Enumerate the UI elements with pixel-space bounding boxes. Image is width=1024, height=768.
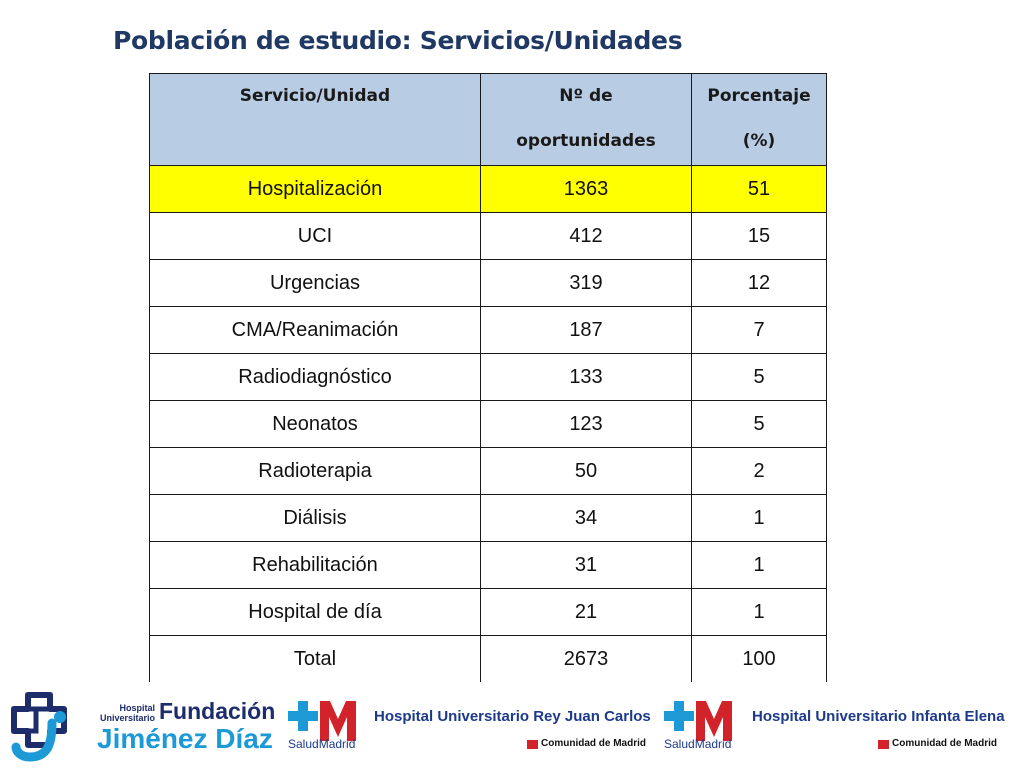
table-row: Urgencias 319 12 (149, 259, 827, 307)
footer-logos: Hospital Universitario Fundación Jiménez… (0, 683, 1024, 768)
table-row: Neonatos 123 5 (149, 400, 827, 448)
table-row: Diálisis 34 1 (149, 494, 827, 542)
cell-porcentaje: 12 (691, 259, 827, 307)
cell-porcentaje: 1 (691, 541, 827, 589)
cell-servicio: Hospitalización (149, 165, 481, 213)
header-oportunidades-line2: oportunidades (516, 131, 656, 151)
table-row: Rehabilitación 31 1 (149, 541, 827, 589)
table-header-row: Servicio/Unidad Nº de oportunidades Porc… (149, 73, 827, 166)
cell-oportunidades: 187 (480, 306, 692, 354)
cell-porcentaje: 1 (691, 588, 827, 636)
salud-madrid-icon (664, 701, 732, 741)
header-oportunidades: Nº de oportunidades (480, 73, 692, 166)
cell-oportunidades: 412 (480, 212, 692, 260)
cell-servicio: UCI (149, 212, 481, 260)
rey-juan-carlos-name: Hospital Universitario Rey Juan Carlos (374, 708, 651, 725)
cell-servicio: Diálisis (149, 494, 481, 542)
services-table: Servicio/Unidad Nº de oportunidades Porc… (149, 73, 827, 682)
cell-porcentaje: 100 (691, 635, 827, 682)
cell-servicio: Hospital de día (149, 588, 481, 636)
cell-servicio: CMA/Reanimación (149, 306, 481, 354)
header-oportunidades-line1: Nº de (559, 86, 613, 106)
cell-porcentaje: 51 (691, 165, 827, 213)
cell-porcentaje: 7 (691, 306, 827, 354)
cell-servicio: Radiodiagnóstico (149, 353, 481, 401)
salud-madrid-label: SaludMadrid (288, 737, 356, 751)
fjd-logo: Hospital Universitario Fundación Jiménez… (0, 683, 275, 768)
fjd-name-label: Jiménez Díaz (97, 723, 273, 754)
table-row: Hospitalización 1363 51 (149, 165, 827, 213)
cell-servicio: Total (149, 635, 481, 682)
table-row: Total 2673 100 (149, 635, 827, 682)
fjd-emblem-icon (11, 692, 67, 762)
infanta-elena-name: Hospital Universitario Infanta Elena (752, 708, 1005, 725)
madrid-flag-icon (878, 740, 889, 749)
fjd-hospital-label: Hospital (119, 703, 155, 713)
salud-madrid-label: SaludMadrid (664, 737, 732, 751)
salud-madrid-icon (288, 701, 356, 741)
infanta-elena-logo: SaludMadrid Hospital Universitario Infan… (660, 683, 1024, 768)
header-servicio-line1: Servicio/Unidad (239, 86, 391, 106)
cell-porcentaje: 15 (691, 212, 827, 260)
madrid-flag-icon (527, 740, 538, 749)
comunidad-madrid-label: Comunidad de Madrid (541, 738, 646, 749)
cell-oportunidades: 34 (480, 494, 692, 542)
table-row: UCI 412 15 (149, 212, 827, 260)
cell-servicio: Radioterapia (149, 447, 481, 495)
cell-oportunidades: 1363 (480, 165, 692, 213)
fjd-universitario-label: Universitario (99, 713, 155, 723)
cell-oportunidades: 31 (480, 541, 692, 589)
cell-porcentaje: 2 (691, 447, 827, 495)
cell-oportunidades: 123 (480, 400, 692, 448)
cell-servicio: Urgencias (149, 259, 481, 307)
header-porcentaje-line1: Porcentaje (707, 86, 811, 106)
comunidad-madrid-label: Comunidad de Madrid (892, 738, 997, 749)
rey-juan-carlos-logo: SaludMadrid Hospital Universitario Rey J… (282, 683, 652, 768)
header-servicio: Servicio/Unidad (149, 73, 481, 166)
cell-porcentaje: 1 (691, 494, 827, 542)
cell-oportunidades: 2673 (480, 635, 692, 682)
cell-oportunidades: 50 (480, 447, 692, 495)
table-row: CMA/Reanimación 187 7 (149, 306, 827, 354)
header-porcentaje: Porcentaje (%) (691, 73, 827, 166)
cell-servicio: Rehabilitación (149, 541, 481, 589)
table-row: Hospital de día 21 1 (149, 588, 827, 636)
header-porcentaje-line2: (%) (742, 131, 776, 151)
cell-oportunidades: 133 (480, 353, 692, 401)
fjd-fundacion-label: Fundación (159, 698, 276, 724)
cell-servicio: Neonatos (149, 400, 481, 448)
page-title: Población de estudio: Servicios/Unidades (113, 26, 683, 55)
cell-oportunidades: 21 (480, 588, 692, 636)
table-row: Radioterapia 50 2 (149, 447, 827, 495)
cell-oportunidades: 319 (480, 259, 692, 307)
cell-porcentaje: 5 (691, 400, 827, 448)
table-row: Radiodiagnóstico 133 5 (149, 353, 827, 401)
cell-porcentaje: 5 (691, 353, 827, 401)
